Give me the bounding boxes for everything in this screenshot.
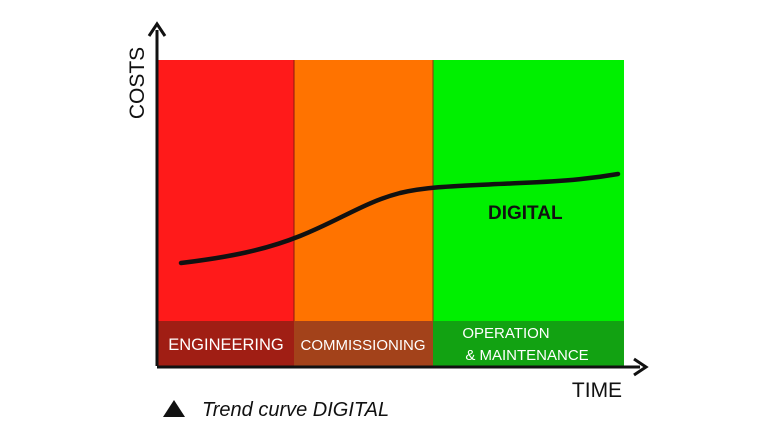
phase-commissioning-region — [294, 60, 433, 366]
x-axis-arrowhead — [633, 357, 649, 377]
curve-label: DIGITAL — [488, 203, 563, 224]
phase-label-engineering: ENGINEERING — [168, 336, 284, 354]
x-axis-label: TIME — [572, 379, 622, 402]
phase-label-operation: OPERATION — [462, 325, 549, 342]
phase-label-bands — [158, 321, 624, 366]
phase-label-maintenance: & MAINTENANCE — [465, 347, 588, 364]
phase-label-commissioning: COMMISSIONING — [300, 337, 425, 354]
triangle-icon — [163, 400, 185, 417]
y-axis-label: COSTS — [126, 47, 149, 119]
digital-trend-curve — [178, 171, 621, 266]
phase-commissioning-band — [294, 321, 433, 366]
axes — [147, 21, 649, 377]
y-axis-arrowhead — [147, 21, 167, 37]
phase-engineering-band — [158, 321, 294, 366]
phase-regions — [158, 60, 624, 366]
phase-operation-maintenance-band — [433, 321, 624, 366]
legend-text: Trend curve DIGITAL — [202, 399, 389, 421]
phase-engineering-region — [158, 60, 294, 366]
legend: Trend curve DIGITAL — [163, 399, 389, 421]
phase-operation-maintenance-region — [433, 60, 624, 366]
